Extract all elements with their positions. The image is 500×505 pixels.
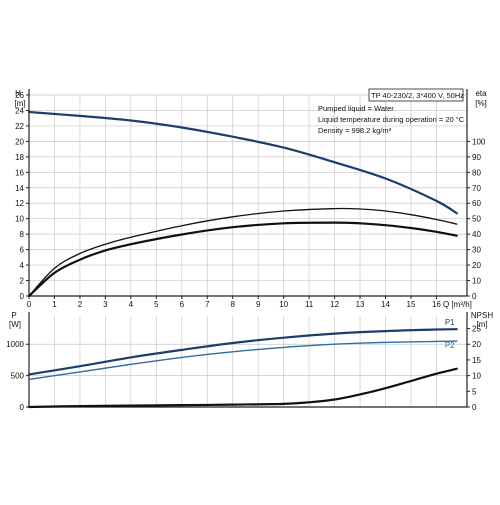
x-tick-label: 10 — [279, 300, 288, 309]
x-tick-label: 11 — [305, 300, 314, 309]
y-tick-label: 6 — [20, 246, 25, 255]
series-label: P1 — [445, 318, 455, 327]
head-curve — [27, 110, 458, 215]
power-curve-p2 — [28, 340, 458, 381]
y-right-tick-label: 15 — [472, 356, 481, 365]
title-box — [368, 88, 464, 102]
y-tick-label: 1000 — [6, 340, 24, 349]
y-right-tick-label: 25 — [472, 325, 481, 334]
y-right-tick-label: 20 — [472, 340, 481, 349]
x-axis-label: Q [m³/h] — [443, 300, 472, 309]
efficiency-curve — [27, 221, 458, 298]
x-tick-label: 6 — [180, 300, 185, 309]
y-right-tick-label: 10 — [472, 372, 481, 381]
y-right-axis-label: eta — [475, 89, 487, 98]
x-tick-label: 16 — [432, 300, 441, 309]
y-right-tick-label: 60 — [472, 199, 481, 208]
x-tick-label: 12 — [330, 300, 339, 309]
y-tick-label: 12 — [15, 199, 24, 208]
y-axis-label: P — [11, 311, 16, 320]
y-axis-label: H — [15, 89, 21, 98]
y-axis-unit: [m] — [14, 99, 25, 108]
efficiency-curve — [28, 207, 458, 297]
y-tick-label: 20 — [15, 137, 24, 146]
y-right-tick-label: 20 — [472, 261, 481, 270]
y-axis-unit: [W] — [9, 320, 21, 329]
chart-title: TP 40-230/2, 3*400 V, 50Hz — [371, 91, 464, 100]
x-tick-label: 0 — [27, 300, 32, 309]
x-tick-label: 5 — [154, 300, 159, 309]
y-right-axis-unit: [%] — [475, 99, 487, 108]
y-right-tick-label: 0 — [472, 403, 477, 412]
y-tick-label: 500 — [11, 372, 25, 381]
y-right-tick-label: 80 — [472, 168, 481, 177]
annotation-text: Density = 998.2 kg/m³ — [318, 126, 392, 135]
y-right-tick-label: 10 — [472, 277, 481, 286]
x-tick-label: 15 — [407, 300, 416, 309]
y-right-tick-label: 70 — [472, 184, 481, 193]
x-tick-label: 14 — [381, 300, 390, 309]
x-tick-label: 13 — [356, 300, 365, 309]
y-right-axis-label: NPSH — [471, 311, 493, 320]
annotation-text: Pumped liquid = Water — [318, 104, 394, 113]
x-tick-label: 1 — [52, 300, 57, 309]
y-tick-label: 0 — [20, 292, 25, 301]
y-tick-label: 8 — [20, 230, 25, 239]
y-tick-label: 24 — [15, 106, 24, 115]
y-right-tick-label: 90 — [472, 153, 481, 162]
y-tick-label: 4 — [20, 261, 25, 270]
y-right-tick-label: 100 — [472, 137, 486, 146]
y-tick-label: 22 — [15, 122, 24, 131]
x-tick-label: 2 — [78, 300, 83, 309]
y-right-tick-label: 30 — [472, 246, 481, 255]
y-tick-label: 0 — [20, 403, 25, 412]
y-tick-label: 18 — [15, 153, 24, 162]
npsh-curve — [27, 367, 458, 409]
y-right-tick-label: 5 — [472, 387, 477, 396]
x-tick-label: 8 — [230, 300, 235, 309]
y-tick-label: 2 — [20, 277, 25, 286]
x-tick-label: 4 — [129, 300, 134, 309]
y-tick-label: 10 — [15, 215, 24, 224]
power-curve-p1 — [27, 328, 458, 376]
series-label: P2 — [445, 341, 455, 350]
y-right-tick-label: 0 — [472, 292, 477, 301]
x-tick-label: 3 — [103, 300, 108, 309]
y-tick-label: 16 — [15, 168, 24, 177]
y-right-tick-label: 50 — [472, 215, 481, 224]
y-tick-label: 26 — [15, 91, 24, 100]
y-right-tick-label: 40 — [472, 230, 481, 239]
x-tick-label: 9 — [256, 300, 261, 309]
annotation-text: Liquid temperature during operation = 20… — [318, 115, 465, 124]
x-tick-label: 7 — [205, 300, 210, 309]
y-right-axis-unit: [m] — [476, 320, 487, 329]
y-tick-label: 14 — [15, 184, 24, 193]
